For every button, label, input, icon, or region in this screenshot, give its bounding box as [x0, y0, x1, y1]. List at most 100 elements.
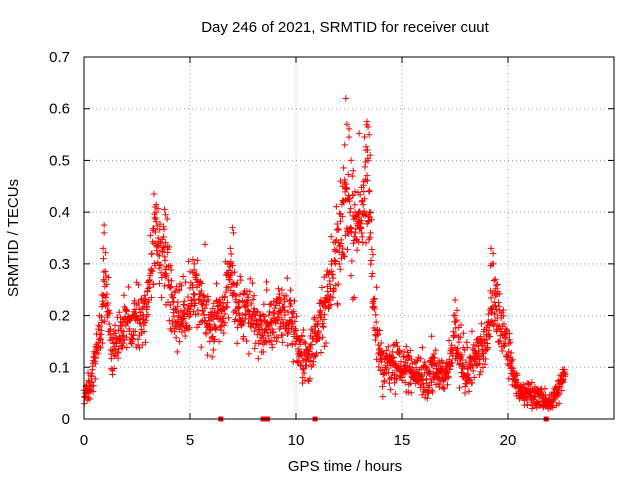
data-point — [166, 284, 174, 292]
data-point — [355, 130, 363, 137]
data-point — [152, 208, 160, 216]
data-point — [379, 383, 386, 390]
data-point — [490, 277, 498, 284]
data-point — [493, 282, 500, 289]
data-point — [96, 323, 104, 331]
data-point — [441, 385, 448, 393]
data-point — [116, 309, 123, 316]
data-point — [180, 309, 187, 316]
data-point — [260, 301, 268, 308]
data-point — [449, 359, 456, 367]
data-point — [318, 284, 326, 291]
data-point — [456, 384, 463, 392]
data-point — [198, 287, 205, 295]
data-point — [255, 355, 262, 362]
data-point — [469, 345, 477, 353]
data-point — [94, 347, 101, 354]
data-point — [115, 345, 122, 353]
data-point — [495, 338, 503, 346]
data-point — [102, 268, 109, 275]
data-point — [408, 355, 415, 363]
data-point — [168, 327, 175, 335]
data-point — [141, 292, 148, 299]
data-point — [489, 250, 497, 257]
data-point — [375, 363, 382, 371]
data-point — [341, 176, 348, 184]
data-point — [222, 303, 230, 310]
data-point — [300, 338, 308, 346]
x-tick-label: 20 — [500, 432, 517, 449]
data-point — [96, 334, 104, 342]
data-point — [336, 210, 343, 217]
data-point — [153, 247, 160, 254]
data-point — [242, 311, 249, 319]
data-point — [319, 334, 326, 341]
data-point — [114, 348, 122, 356]
data-point — [505, 348, 512, 356]
data-point — [226, 276, 234, 284]
data-point — [245, 294, 252, 301]
data-point — [392, 375, 400, 383]
data-point — [500, 312, 507, 320]
data-point — [373, 284, 380, 291]
data-point — [502, 331, 510, 339]
data-point — [312, 352, 319, 359]
data-point — [209, 305, 217, 312]
data-point — [291, 297, 298, 305]
data-point — [160, 233, 167, 241]
data-point — [171, 288, 179, 295]
data-point — [275, 294, 283, 301]
data-point — [270, 310, 278, 317]
data-point — [451, 296, 459, 304]
data-point — [220, 329, 227, 337]
data-point — [562, 371, 569, 378]
data-point — [368, 273, 375, 280]
data-point — [523, 395, 530, 403]
data-point — [516, 395, 523, 402]
data-point — [383, 365, 390, 373]
data-point — [444, 374, 452, 381]
data-point — [368, 246, 376, 253]
data-point — [125, 283, 132, 291]
data-point — [360, 211, 367, 218]
data-point — [476, 371, 483, 378]
data-point — [353, 247, 361, 254]
data-point — [142, 339, 149, 346]
data-point — [320, 303, 327, 310]
data-point — [347, 272, 355, 279]
data-point — [299, 366, 307, 373]
data-point — [104, 299, 112, 307]
data-point — [246, 288, 254, 295]
data-point — [221, 293, 228, 300]
data-point — [110, 365, 118, 372]
data-point — [166, 243, 173, 251]
data-point — [284, 342, 291, 349]
data-point — [359, 201, 367, 208]
data-point — [148, 250, 156, 257]
data-point — [197, 343, 205, 351]
data-point — [424, 395, 431, 402]
data-point — [240, 333, 247, 340]
data-point — [119, 332, 127, 340]
data-point — [337, 177, 344, 185]
data-point — [227, 250, 235, 258]
data-point — [105, 307, 113, 314]
data-point — [359, 233, 366, 241]
data-point — [367, 257, 375, 264]
data-point — [208, 353, 216, 361]
data-point — [203, 330, 210, 338]
data-point — [356, 224, 364, 232]
data-point — [151, 214, 158, 221]
data-point — [281, 311, 289, 319]
data-point — [356, 191, 364, 198]
data-point — [237, 273, 244, 280]
data-point — [341, 141, 348, 149]
data-point — [339, 213, 346, 220]
data-point — [244, 297, 251, 304]
data-point — [94, 350, 102, 357]
data-point — [371, 295, 378, 302]
data-point — [179, 273, 187, 280]
data-point — [201, 305, 209, 312]
data-point — [224, 283, 232, 291]
